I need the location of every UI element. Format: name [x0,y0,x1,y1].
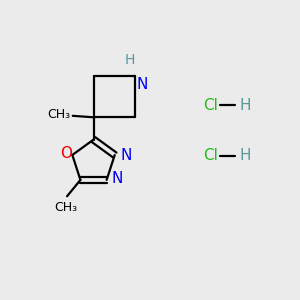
Text: H: H [239,98,251,113]
Text: CH₃: CH₃ [54,201,77,214]
Text: O: O [60,146,72,161]
Text: N: N [112,171,123,186]
Text: Cl: Cl [203,98,218,113]
Text: N: N [120,148,131,163]
Text: N: N [136,77,148,92]
Text: CH₃: CH₃ [47,108,70,121]
Text: H: H [124,53,135,68]
Text: Cl: Cl [203,148,218,164]
Text: H: H [239,148,251,164]
